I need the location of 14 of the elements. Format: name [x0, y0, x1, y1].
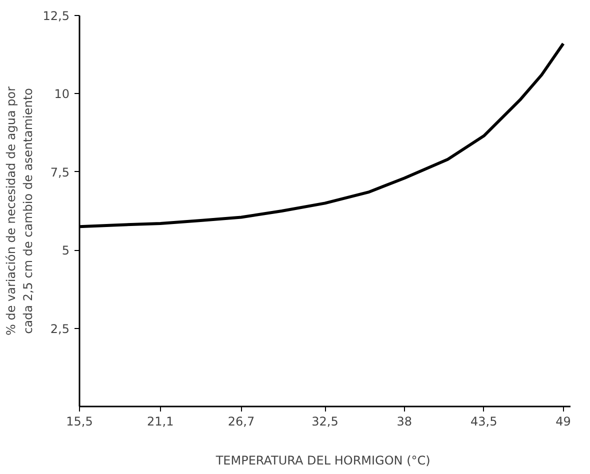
x-axis-title: TEMPERATURA DEL HORMIGON (°C)	[214, 454, 430, 468]
x-tick-label: 38	[396, 414, 412, 428]
x-tick-label: 15,5	[66, 414, 93, 428]
y-tick-label: 2,5	[50, 322, 70, 336]
x-tick-label: 43,5	[470, 414, 498, 428]
x-tick-label: 21,1	[147, 414, 174, 428]
y-tick-label: 12,5	[42, 9, 70, 23]
y-axis-title: % de variación de necesidad de agua por cada 2,5 cm de cambio de asentamiento	[4, 86, 35, 336]
x-tick-label: 49	[556, 414, 571, 428]
y-tick-label: 10	[54, 87, 70, 102]
x-tick-label: 32,5	[312, 414, 338, 428]
y-tick-label: 7,5	[50, 165, 70, 180]
y-tick-label: 5	[62, 244, 70, 258]
x-tick-label: 26,7	[228, 414, 255, 428]
